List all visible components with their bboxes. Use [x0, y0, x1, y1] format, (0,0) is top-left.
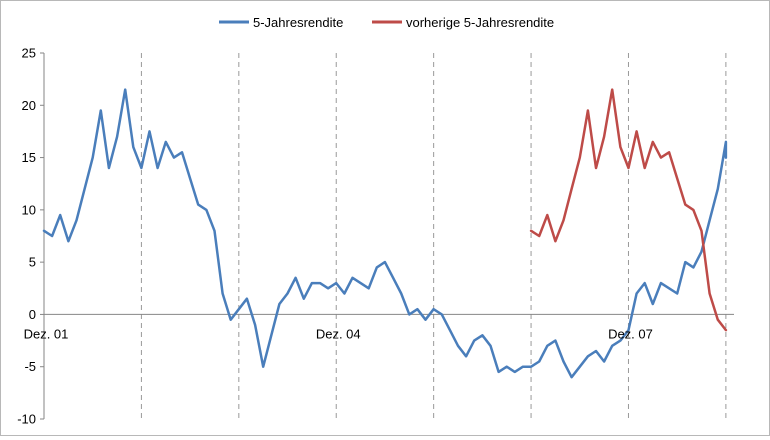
y-tick-label: -5: [24, 359, 36, 374]
x-tick-label: Dez. 01: [24, 326, 69, 341]
x-axis-ticks: Dez. 01 Dez. 04 Dez. 07: [24, 326, 653, 341]
vertical-gridlines: [140, 53, 727, 419]
y-tick-label: -10: [17, 412, 36, 427]
x-tick-label: Dez. 07: [608, 326, 653, 341]
series-line-vorherige-5-jahresrendite: [529, 88, 728, 332]
y-axis-ticks: 25 20 15 10 5 0 -5 -10: [17, 46, 44, 427]
series-line-5-jahresrendite: [42, 88, 728, 379]
series-lines: [42, 88, 728, 379]
legend: 5-Jahresrendite vorherige 5-Jahresrendit…: [219, 15, 554, 30]
y-tick-label: 0: [29, 307, 36, 322]
legend-label-5-jahresrendite: 5-Jahresrendite: [253, 15, 343, 30]
y-tick-label: 5: [29, 255, 36, 270]
legend-label-vorherige-5-jahresrendite: vorherige 5-Jahresrendite: [406, 15, 554, 30]
y-tick-label: 20: [22, 98, 36, 113]
y-tick-label: 25: [22, 46, 36, 61]
x-tick-label: Dez. 04: [316, 326, 361, 341]
y-tick-label: 15: [22, 150, 36, 165]
y-tick-label: 10: [22, 202, 36, 217]
axes: [43, 53, 734, 419]
